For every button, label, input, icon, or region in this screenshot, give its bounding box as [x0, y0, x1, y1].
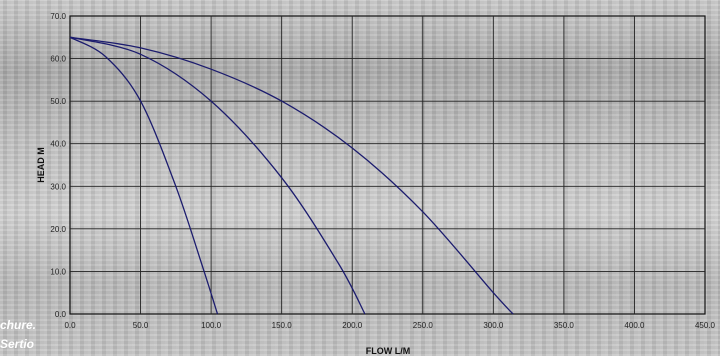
y-tick-label: 50.0	[50, 97, 66, 106]
y-tick-label: 30.0	[50, 182, 66, 191]
x-tick-label: 450.0	[695, 321, 716, 330]
x-tick-label: 50.0	[133, 321, 149, 330]
side-caption-line1: chure.	[0, 318, 37, 332]
side-caption-line2: Sertio	[0, 337, 35, 351]
grid	[70, 16, 705, 314]
x-axis-label: FLOW L/M	[366, 346, 411, 356]
x-axis: 0.0 50.0 100.0 150.0 200.0 250.0 300.0 350.0 400…	[64, 321, 715, 330]
x-tick-label: 400.0	[624, 321, 645, 330]
x-tick-label: 350.0	[554, 321, 575, 330]
y-axis-label: HEAD M	[36, 147, 46, 183]
plot-area	[69, 15, 706, 315]
x-tick-label: 150.0	[272, 321, 293, 330]
series-group	[69, 36, 514, 315]
series-line-3	[69, 36, 514, 315]
y-tick-label: 70.0	[50, 12, 66, 21]
y-tick-label: 20.0	[50, 225, 66, 234]
y-tick-label: 60.0	[50, 55, 66, 64]
x-tick-label: 200.0	[342, 321, 363, 330]
series-line-1	[69, 36, 219, 315]
x-tick-label: 250.0	[413, 321, 434, 330]
y-axis: 0.0 10.0 20.0 30.0 40.0 50.0 60.0 70.0	[50, 12, 66, 319]
x-tick-label: 100.0	[201, 321, 222, 330]
x-tick-label: 0.0	[64, 321, 76, 330]
x-tick-label: 300.0	[483, 321, 504, 330]
y-tick-label: 10.0	[50, 267, 66, 276]
series-line-2	[69, 36, 366, 315]
y-tick-label: 0.0	[55, 310, 67, 319]
y-tick-label: 40.0	[50, 140, 66, 149]
